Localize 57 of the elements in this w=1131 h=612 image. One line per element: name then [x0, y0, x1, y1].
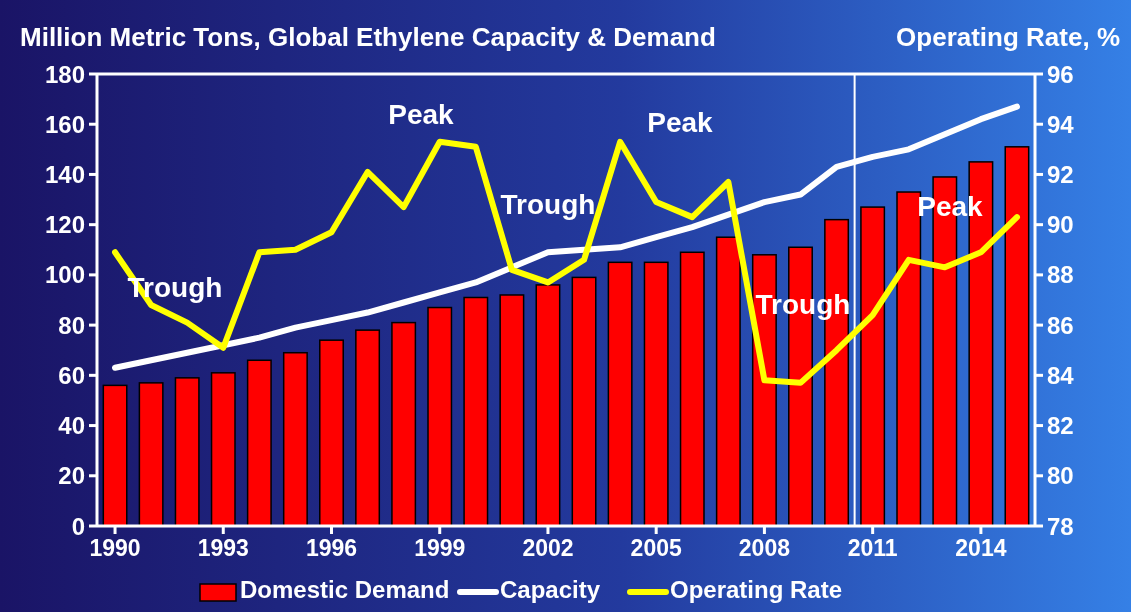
bar	[715, 236, 741, 527]
bar	[210, 372, 236, 527]
y-tick-label: 0	[71, 512, 85, 540]
x-tick-label: 1990	[89, 535, 141, 561]
bar	[535, 284, 561, 527]
x-tick-label: 1993	[197, 535, 249, 561]
bar	[282, 351, 308, 527]
y-tick-label: 140	[44, 160, 85, 188]
bar	[679, 251, 705, 527]
x-tick-label: 2011	[847, 535, 898, 561]
bar	[391, 321, 417, 527]
y-tick-label: 80	[58, 311, 85, 339]
y2-tick-label: 88	[1047, 261, 1074, 289]
y2-tick-label: 80	[1047, 462, 1074, 490]
y2-axis-title: Operating Rate, %	[896, 22, 1120, 52]
y-tick-label: 20	[58, 462, 85, 490]
y2-tick-label: 86	[1047, 311, 1074, 339]
bar	[643, 261, 669, 527]
x-tick-label: 2008	[738, 535, 791, 561]
y-tick-label: 160	[44, 110, 85, 138]
y-axis-title: Million Metric Tons, Global Ethylene Capacity & Demand	[20, 22, 716, 52]
y-tick-label: 120	[44, 211, 85, 239]
y2-tick-label: 96	[1047, 60, 1074, 88]
bar	[174, 377, 200, 527]
annotation: Peak	[388, 99, 455, 131]
x-tick-label: 2005	[630, 535, 682, 561]
y-tick-label: 40	[58, 412, 85, 440]
legend-label: Domestic Demand	[240, 576, 450, 603]
y-tick-label: 100	[44, 261, 85, 289]
annotation: Trough	[500, 189, 596, 221]
y2-tick-label: 94	[1047, 110, 1075, 138]
bar	[102, 384, 128, 527]
bar	[355, 329, 381, 527]
bar	[427, 306, 453, 527]
bar	[499, 294, 525, 527]
bar	[1004, 146, 1030, 527]
y2-tick-label: 84	[1047, 361, 1075, 389]
legend-label: Operating Rate	[670, 576, 843, 603]
legend-label: Capacity	[500, 576, 601, 603]
bar	[571, 276, 597, 527]
x-tick-label: 1996	[305, 535, 358, 561]
x-tick-label: 2014	[955, 535, 1007, 561]
annotation: Peak	[647, 107, 714, 139]
bar	[138, 382, 164, 527]
bar	[607, 261, 633, 527]
x-tick-label: 2002	[522, 535, 574, 561]
bar	[246, 359, 272, 527]
bar	[463, 296, 489, 527]
y2-tick-label: 92	[1047, 160, 1074, 188]
y-tick-label: 180	[44, 60, 85, 88]
y2-tick-label: 82	[1047, 412, 1074, 440]
y2-tick-label: 78	[1047, 512, 1074, 540]
x-tick-label: 1999	[414, 535, 466, 561]
bar	[860, 206, 886, 527]
bar	[319, 339, 344, 527]
y-tick-label: 60	[58, 361, 85, 389]
y2-tick-label: 90	[1047, 211, 1074, 239]
